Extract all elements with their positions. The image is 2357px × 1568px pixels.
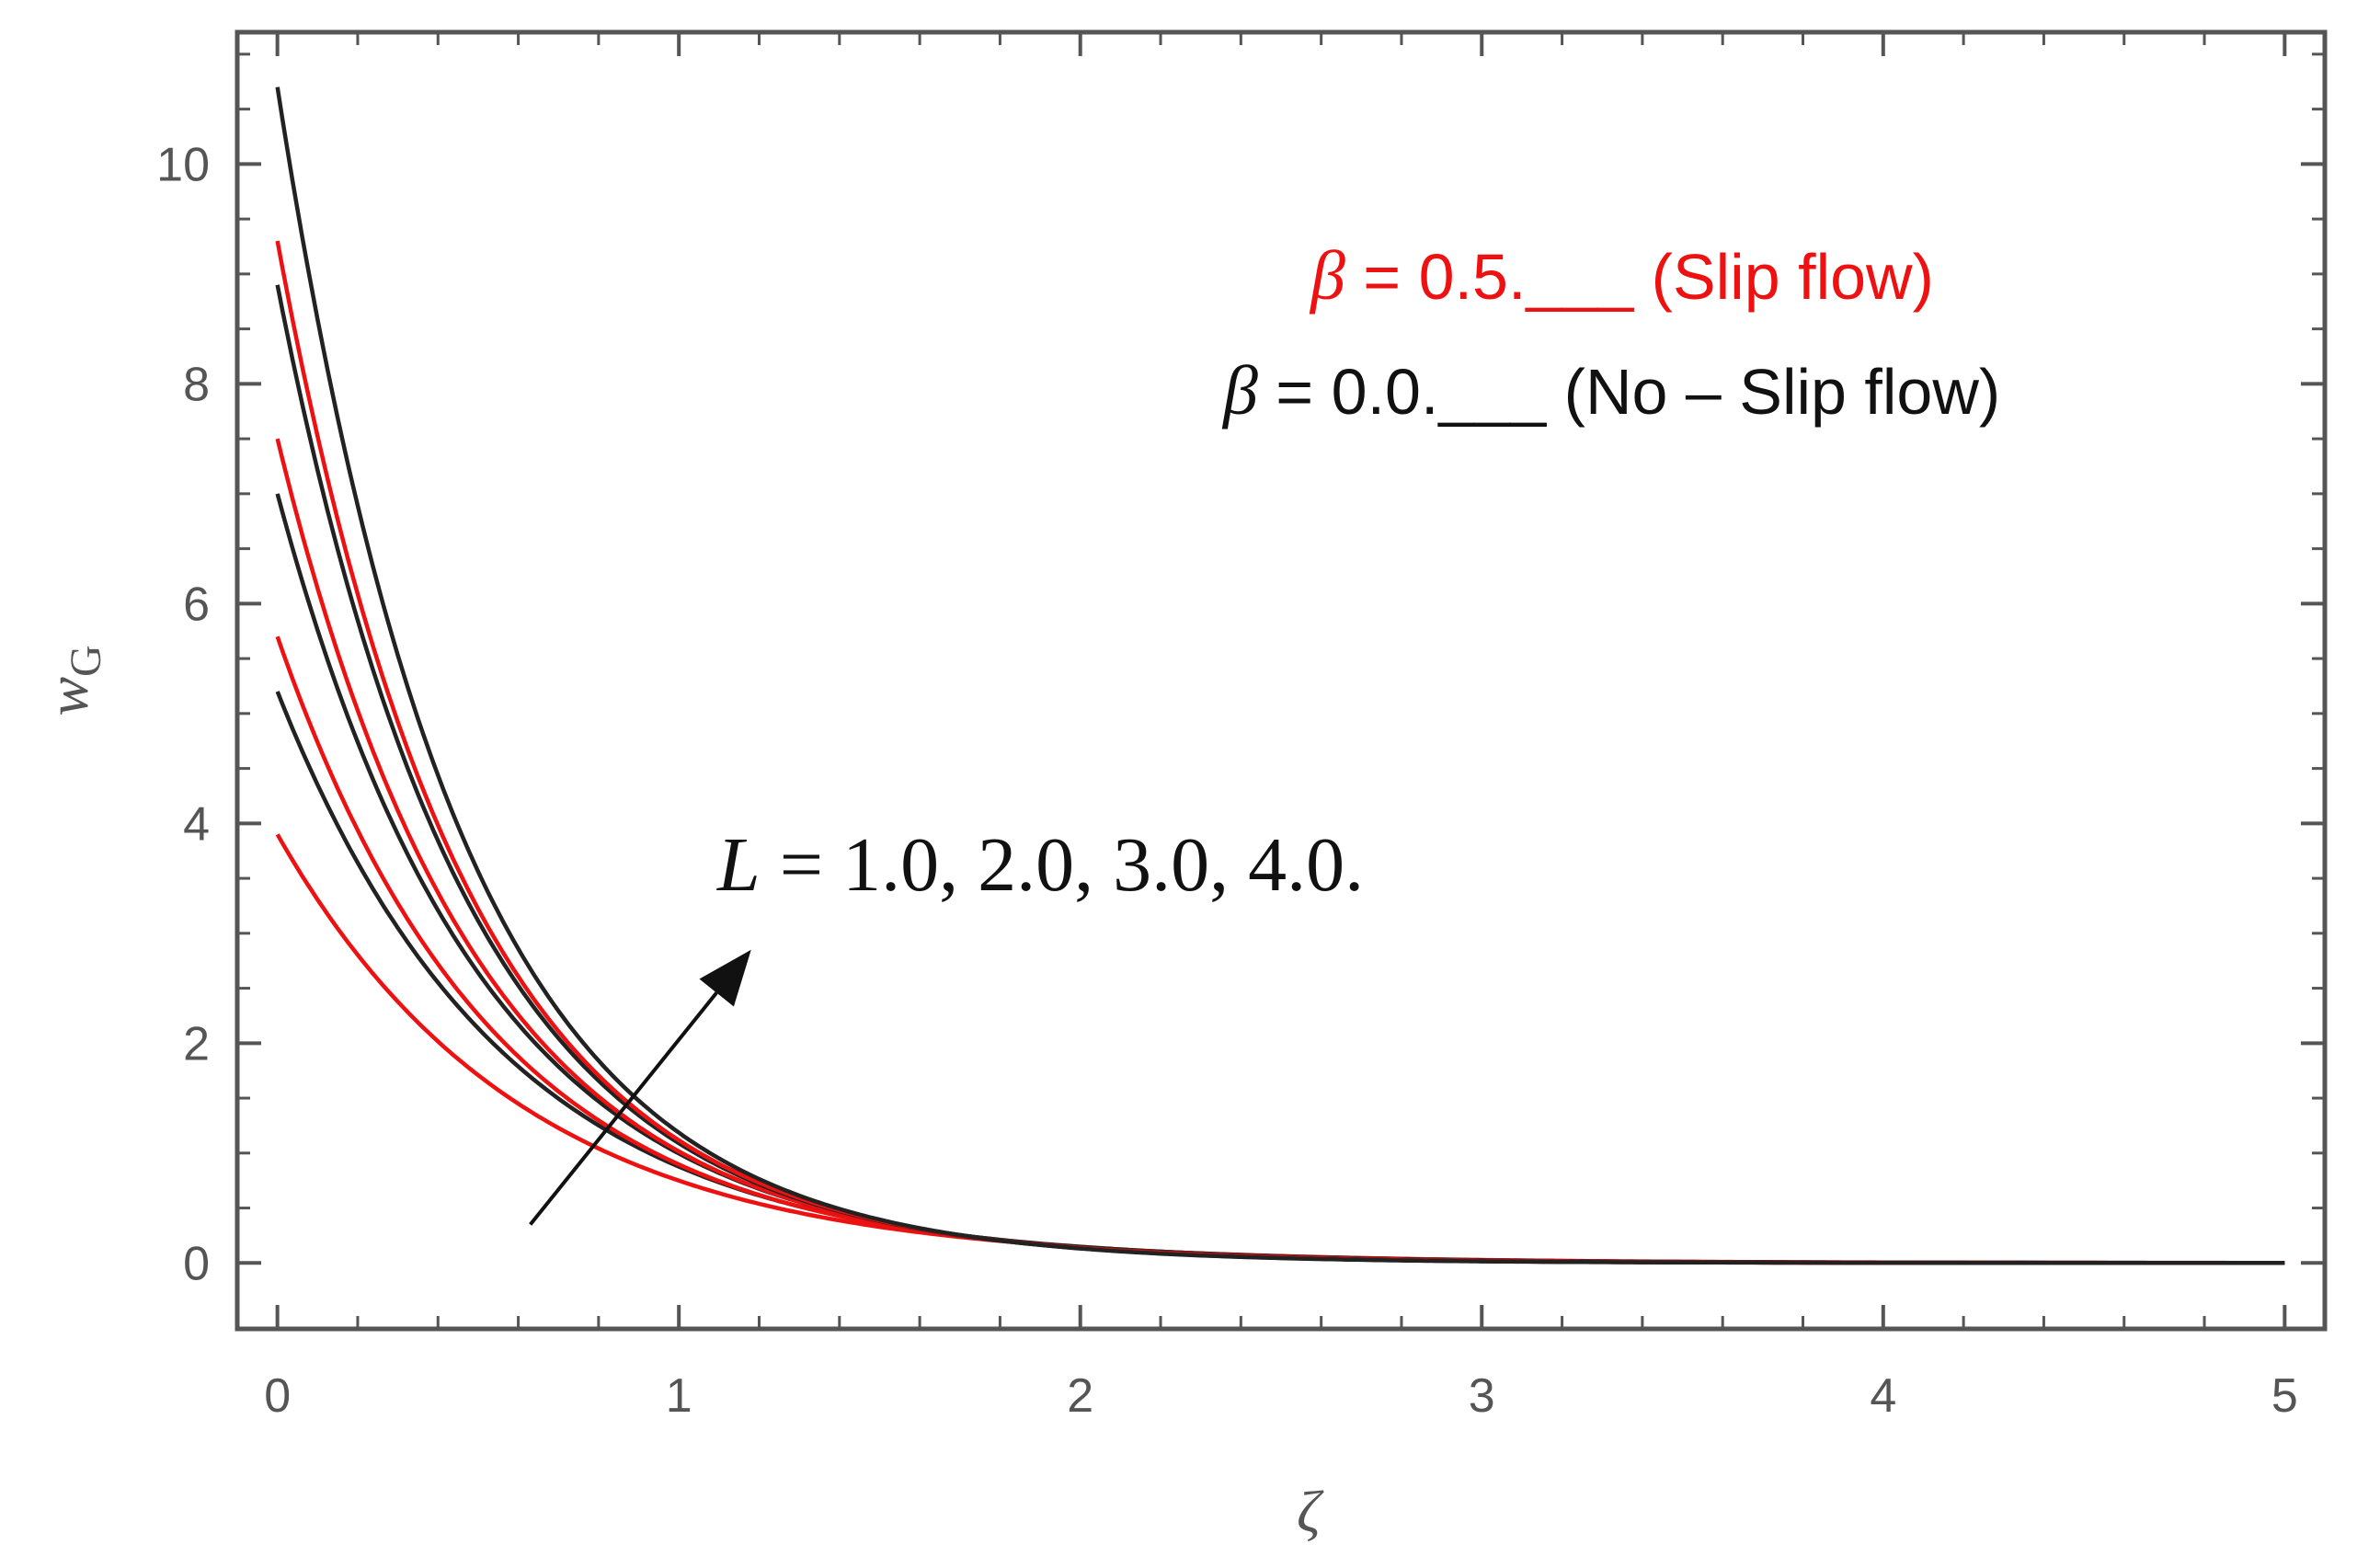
y-tick-label: 8 [183,358,210,411]
legend: β = 0.5.___ (Slip flow) β = 0.0.___ (No … [1221,237,2000,429]
plot-frame [235,29,2328,1332]
x-axis-label: ζ [1297,1479,1324,1544]
annotation-arrowhead [699,949,751,1007]
legend-symbol-slip: β [1309,237,1345,315]
y-tick-label: 10 [156,138,210,191]
x-tick-label: 4 [1870,1369,1896,1423]
tick-labels: 0 1 2 3 4 5 0 2 4 6 8 10 [156,138,2298,1423]
legend-label-noslip: = 0.0.___ (No – Slip flow) [1258,356,2000,428]
annotation-variable: L [716,822,761,908]
y-tick-label: 4 [183,797,210,851]
y-tick-label: 6 [183,578,210,631]
series-line-8 [275,86,2285,1265]
y-axis-label-main: w [35,677,100,716]
legend-entry-slip: β = 0.5.___ (Slip flow) [1309,237,1934,315]
annotation-label: L = 1.0, 2.0, 3.0, 4.0. [716,822,1364,908]
annotation: L = 1.0, 2.0, 3.0, 4.0. [529,822,1364,1226]
x-tick-label: 0 [264,1369,291,1423]
x-tick-label: 5 [2271,1369,2298,1423]
x-tick-label: 2 [1067,1369,1093,1423]
legend-entry-noslip: β = 0.0.___ (No – Slip flow) [1221,352,2000,429]
legend-symbol-noslip: β [1221,352,1258,429]
x-tick-label: 3 [1469,1369,1495,1423]
x-tick-label: 1 [666,1369,692,1423]
y-axis-label-sub: G [62,645,110,677]
y-tick-label: 0 [183,1237,210,1290]
y-tick-label: 2 [183,1017,210,1070]
plot-curves [275,86,2285,1265]
annotation-values: = 1.0, 2.0, 3.0, 4.0. [761,822,1364,908]
annotation-arrow [529,991,718,1226]
legend-label-slip: = 0.5.___ (Slip flow) [1345,241,1934,313]
y-axis-label: wG [35,645,110,715]
